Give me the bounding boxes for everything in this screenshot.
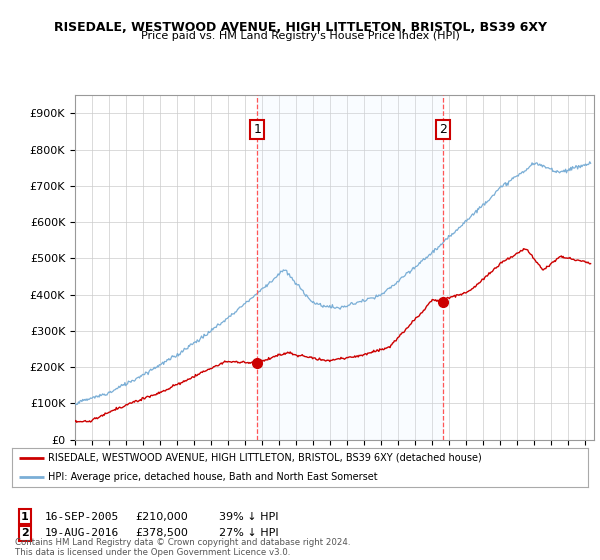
Bar: [257, 95, 443, 440]
Text: RISEDALE, WESTWOOD AVENUE, HIGH LITTLETON, BRISTOL, BS39 6XY (detached house): RISEDALE, WESTWOOD AVENUE, HIGH LITTLETO…: [48, 453, 481, 463]
Text: 2: 2: [439, 123, 447, 136]
Text: Price paid vs. HM Land Registry's House Price Index (HPI): Price paid vs. HM Land Registry's House …: [140, 31, 460, 41]
Text: HPI: Average price, detached house, Bath and North East Somerset: HPI: Average price, detached house, Bath…: [48, 473, 377, 482]
Text: £210,000: £210,000: [135, 512, 188, 522]
Text: £378,500: £378,500: [135, 528, 188, 538]
Text: 1: 1: [253, 123, 261, 136]
Text: 19-AUG-2016: 19-AUG-2016: [45, 528, 119, 538]
Text: 16-SEP-2005: 16-SEP-2005: [45, 512, 119, 522]
Text: RISEDALE, WESTWOOD AVENUE, HIGH LITTLETON, BRISTOL, BS39 6XY: RISEDALE, WESTWOOD AVENUE, HIGH LITTLETO…: [53, 21, 547, 34]
Text: 1: 1: [21, 512, 29, 522]
Text: Contains HM Land Registry data © Crown copyright and database right 2024.
This d: Contains HM Land Registry data © Crown c…: [15, 538, 350, 557]
Text: 39% ↓ HPI: 39% ↓ HPI: [219, 512, 278, 522]
Text: 27% ↓ HPI: 27% ↓ HPI: [219, 528, 278, 538]
Text: 2: 2: [21, 528, 29, 538]
